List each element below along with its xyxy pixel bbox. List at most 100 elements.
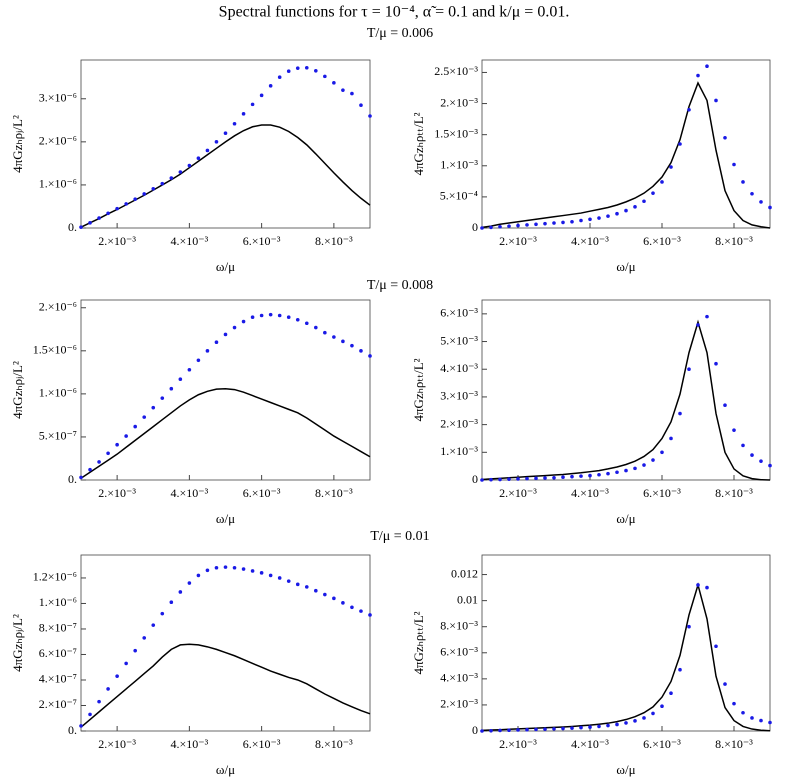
data-point bbox=[633, 719, 637, 723]
data-point bbox=[350, 343, 354, 348]
data-point bbox=[268, 573, 273, 578]
y-tick-label: 2.×10⁻³ bbox=[440, 697, 478, 711]
data-point bbox=[196, 156, 201, 161]
data-point bbox=[516, 728, 520, 732]
row-title: T/μ = 0.008 bbox=[367, 278, 433, 293]
data-point bbox=[223, 565, 228, 569]
data-point bbox=[750, 453, 754, 457]
data-point bbox=[741, 180, 745, 184]
data-point bbox=[368, 613, 372, 617]
data-point bbox=[570, 219, 574, 224]
data-point bbox=[507, 224, 511, 228]
data-point bbox=[196, 358, 201, 363]
x-axis-label: ω/μ bbox=[216, 259, 235, 274]
data-point bbox=[295, 66, 300, 70]
data-point bbox=[187, 367, 192, 372]
data-point bbox=[489, 477, 493, 482]
data-point bbox=[350, 605, 354, 610]
y-tick-label: 2.×10⁻⁶ bbox=[39, 134, 77, 148]
y-axis-label: 4πGzₕρₜₜ/L² bbox=[411, 112, 426, 175]
y-tick-label: 1.×10⁻⁶ bbox=[39, 386, 77, 400]
data-point bbox=[241, 112, 246, 116]
data-point bbox=[561, 726, 565, 731]
plot-frame bbox=[80, 299, 371, 481]
data-point bbox=[88, 221, 92, 225]
data-point bbox=[259, 313, 264, 318]
data-point bbox=[277, 75, 282, 80]
data-point bbox=[732, 701, 736, 706]
data-point bbox=[696, 73, 700, 78]
data-point bbox=[741, 443, 745, 448]
data-point bbox=[304, 321, 309, 326]
data-point bbox=[732, 162, 736, 167]
y-tick-label: 8.×10⁻³ bbox=[440, 618, 478, 632]
data-point bbox=[332, 596, 336, 601]
y-tick-label: 6.×10⁻³ bbox=[440, 306, 478, 320]
data-point bbox=[115, 674, 119, 678]
data-point bbox=[606, 214, 610, 218]
y-tick-label: 2.×10⁻³ bbox=[440, 95, 478, 109]
plot-frame bbox=[80, 59, 371, 229]
data-line bbox=[481, 81, 771, 229]
data-point bbox=[115, 442, 119, 447]
data-point bbox=[480, 478, 484, 482]
data-point bbox=[750, 191, 754, 196]
x-tick-label: 6.×10⁻³ bbox=[243, 737, 281, 751]
data-point bbox=[314, 68, 318, 73]
data-point bbox=[151, 405, 156, 410]
data-point bbox=[615, 722, 619, 727]
data-point bbox=[732, 428, 736, 432]
data-point bbox=[696, 583, 700, 587]
x-tick-label: 4.×10⁻³ bbox=[171, 486, 209, 500]
x-tick-label: 6.×10⁻³ bbox=[643, 486, 681, 500]
data-point bbox=[588, 473, 592, 478]
data-line bbox=[80, 643, 371, 728]
x-tick-label: 6.×10⁻³ bbox=[243, 234, 281, 248]
data-point bbox=[205, 349, 210, 353]
data-point bbox=[196, 573, 201, 578]
x-tick-label: 6.×10⁻³ bbox=[643, 234, 681, 248]
x-tick-label: 4.×10⁻³ bbox=[171, 737, 209, 751]
data-point bbox=[597, 724, 601, 729]
data-point bbox=[368, 114, 372, 118]
data-point bbox=[561, 475, 565, 480]
data-point bbox=[552, 221, 556, 225]
data-point bbox=[723, 135, 727, 140]
y-tick-label: 0.01 bbox=[457, 592, 478, 606]
y-tick-label: 3.×10⁻⁶ bbox=[39, 91, 77, 105]
data-point bbox=[142, 636, 147, 640]
data-point bbox=[651, 191, 655, 195]
data-point bbox=[142, 192, 147, 196]
data-point bbox=[295, 318, 300, 322]
data-point bbox=[588, 217, 592, 222]
x-tick-label: 8.×10⁻³ bbox=[715, 737, 753, 751]
data-point bbox=[642, 199, 646, 204]
y-tick-label: 5.×10⁻³ bbox=[440, 333, 478, 347]
data-point bbox=[714, 98, 718, 103]
y-tick-label: 1.×10⁻⁶ bbox=[39, 177, 77, 191]
data-point bbox=[543, 476, 547, 480]
data-point bbox=[88, 712, 92, 717]
data-point bbox=[151, 623, 156, 627]
y-tick-label: 1.5×10⁻⁶ bbox=[33, 343, 77, 357]
data-point bbox=[525, 727, 529, 732]
data-point bbox=[232, 565, 237, 570]
data-point bbox=[259, 571, 264, 575]
y-tick-label: 0 bbox=[472, 220, 478, 234]
data-point bbox=[205, 148, 210, 153]
data-point bbox=[97, 460, 101, 464]
data-point bbox=[498, 477, 502, 482]
data-point bbox=[597, 472, 601, 477]
data-point bbox=[669, 165, 673, 169]
data-point bbox=[323, 592, 327, 597]
data-point bbox=[597, 216, 601, 220]
data-point bbox=[241, 567, 246, 571]
y-axis-label: 4πGzₕρⱼ/L² bbox=[10, 614, 25, 672]
y-tick-label: 1.2×10⁻⁶ bbox=[33, 570, 77, 584]
data-point bbox=[759, 200, 763, 204]
y-tick-label: 0. bbox=[68, 220, 77, 234]
data-point bbox=[268, 312, 273, 317]
y-tick-label: 4.×10⁻⁷ bbox=[39, 672, 77, 686]
data-point bbox=[507, 728, 511, 733]
